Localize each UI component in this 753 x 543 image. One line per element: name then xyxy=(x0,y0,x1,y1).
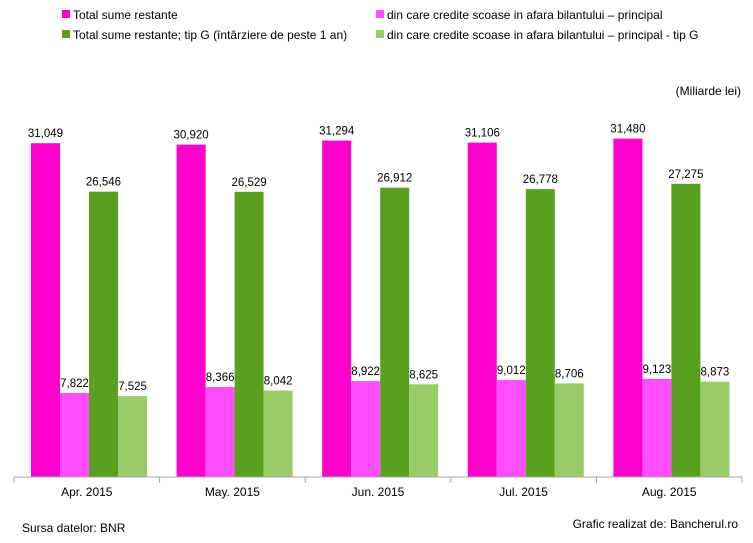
legend-label: Total sume restante; tip G (întârziere d… xyxy=(73,28,347,42)
x-tick-label: Jun. 2015 xyxy=(352,485,405,499)
bar xyxy=(700,381,730,477)
data-label: 31,294 xyxy=(319,126,355,138)
bar xyxy=(467,142,497,477)
bar xyxy=(380,187,410,478)
data-label: 31,480 xyxy=(610,124,645,136)
bar xyxy=(89,191,118,477)
data-label: 8,625 xyxy=(409,369,438,381)
data-label: 31,049 xyxy=(28,128,63,140)
data-label: 8,042 xyxy=(264,376,293,388)
bar xyxy=(60,392,89,477)
bar xyxy=(554,383,584,477)
x-tick-label: May. 2015 xyxy=(205,485,260,499)
bar xyxy=(118,396,147,477)
data-label: 7,525 xyxy=(118,381,147,393)
data-label: 8,706 xyxy=(555,368,584,380)
data-label: 8,366 xyxy=(206,372,235,384)
bar xyxy=(525,189,555,477)
legend-label: din care credite scoase in afara bilantu… xyxy=(387,8,663,22)
data-label: 7,822 xyxy=(60,378,89,390)
data-label: 26,778 xyxy=(523,174,558,186)
x-tick-label: Apr. 2015 xyxy=(61,485,113,499)
bar xyxy=(351,381,381,477)
legend-swatch xyxy=(62,10,70,18)
bar xyxy=(176,144,206,478)
unit-label: (Miliarde lei) xyxy=(676,84,741,98)
data-label: 9,123 xyxy=(643,364,672,376)
data-label: 26,912 xyxy=(377,173,412,185)
bar xyxy=(642,378,672,477)
bar xyxy=(234,191,264,478)
legend-swatch xyxy=(62,30,70,38)
data-label: 26,546 xyxy=(86,177,121,189)
bar xyxy=(205,387,235,477)
data-label: 31,106 xyxy=(465,128,500,140)
bars xyxy=(31,138,730,478)
data-label: 8,922 xyxy=(351,366,380,378)
legend: Total sume restante din care credite scoa… xyxy=(62,8,699,42)
bar xyxy=(613,138,643,477)
data-label: 30,920 xyxy=(174,130,209,142)
bar xyxy=(496,380,526,477)
data-label: 8,873 xyxy=(701,367,730,379)
bar xyxy=(31,143,60,477)
legend-label: din care credite scoase in afara bilantu… xyxy=(387,28,699,42)
legend-swatch xyxy=(376,10,384,18)
x-tick-label: Jul. 2015 xyxy=(499,485,548,499)
data-label: 27,275 xyxy=(668,169,703,181)
source-note: Sursa datelor: BNR xyxy=(22,521,126,535)
data-label: 26,529 xyxy=(232,177,267,189)
value-labels: 31,049 7,822 26,546 7,525 30,920 8,366 26,529 8… xyxy=(28,124,729,394)
bar xyxy=(322,140,352,478)
bar xyxy=(671,183,701,477)
x-axis: Apr. 2015 May. 2015 Jun. 2015 Jul. 2015 Aug.… xyxy=(13,476,743,499)
data-label: 9,012 xyxy=(497,365,526,377)
bar xyxy=(409,384,439,477)
credit-note: Grafic realizat de: Bancherul.ro xyxy=(573,517,739,531)
x-tick-label: Aug. 2015 xyxy=(642,485,697,499)
bar xyxy=(263,390,293,477)
legend-label: Total sume restante xyxy=(73,8,178,22)
legend-swatch xyxy=(376,30,384,38)
